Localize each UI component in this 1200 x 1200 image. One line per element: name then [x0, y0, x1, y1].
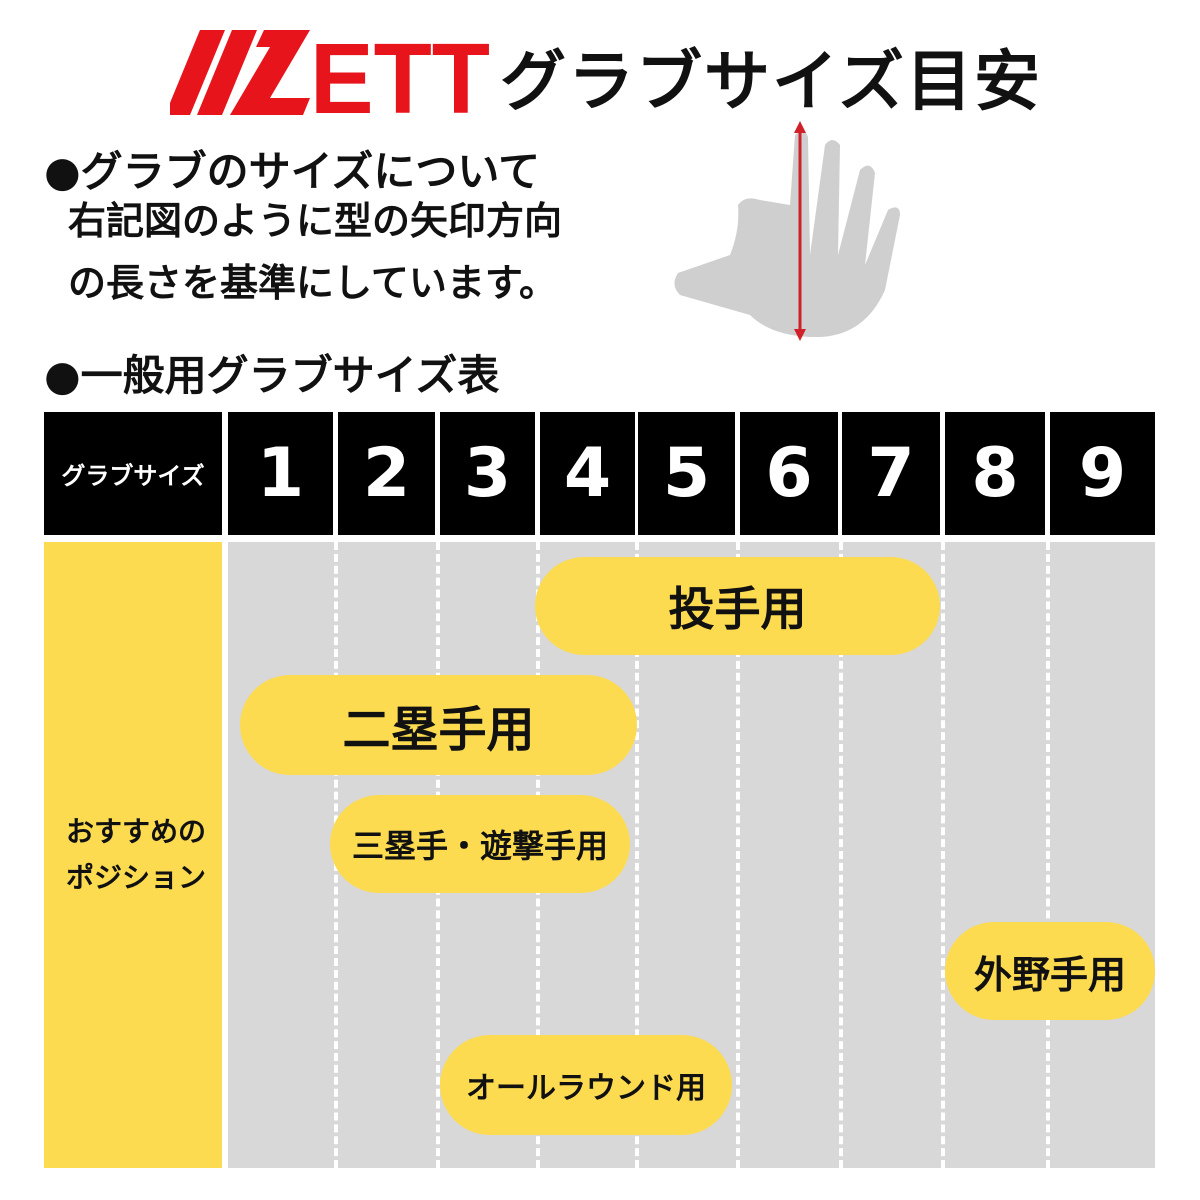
size-8: 8	[945, 412, 1045, 535]
divider	[1046, 542, 1050, 1168]
size-7: 7	[842, 412, 940, 535]
pitcher-pill: 投手用	[535, 557, 940, 655]
third-short-pill: 三塁手・遊撃手用	[330, 795, 630, 893]
size-2: 2	[338, 412, 435, 535]
divider	[635, 542, 639, 1168]
hand-diagram	[674, 121, 900, 341]
size-3: 3	[440, 412, 535, 535]
about-line-1: 右記図のように型の矢印方向	[68, 199, 563, 243]
table-heading: ●一般用グラブサイズ表	[44, 351, 500, 400]
size-9: 9	[1050, 412, 1155, 535]
position-header-line: ポジション	[65, 861, 206, 894]
divider	[839, 542, 843, 1168]
zett-logo: ETT	[170, 30, 490, 115]
size-6: 6	[740, 412, 838, 535]
size-1: 1	[228, 412, 333, 535]
divider	[736, 542, 740, 1168]
svg-text:ETT: ETT	[310, 30, 490, 115]
position-header-line: おすすめの	[65, 815, 206, 848]
size-4: 4	[540, 412, 635, 535]
hand-silhouette	[674, 131, 900, 337]
about-line-2: の長さを基準にしています。	[68, 261, 558, 305]
second-base-pill: 二塁手用	[240, 675, 637, 775]
divider	[941, 542, 945, 1168]
position-header: おすすめのポジション	[44, 542, 222, 1168]
outfield-pill: 外野手用	[945, 922, 1155, 1020]
size-header: グラブサイズ	[44, 412, 222, 535]
size-5: 5	[638, 412, 735, 535]
about-heading: ●グラブのサイズについて	[44, 147, 541, 196]
page-title: グラブサイズ目安	[500, 43, 1043, 120]
all-round-pill: オールラウンド用	[440, 1035, 732, 1135]
